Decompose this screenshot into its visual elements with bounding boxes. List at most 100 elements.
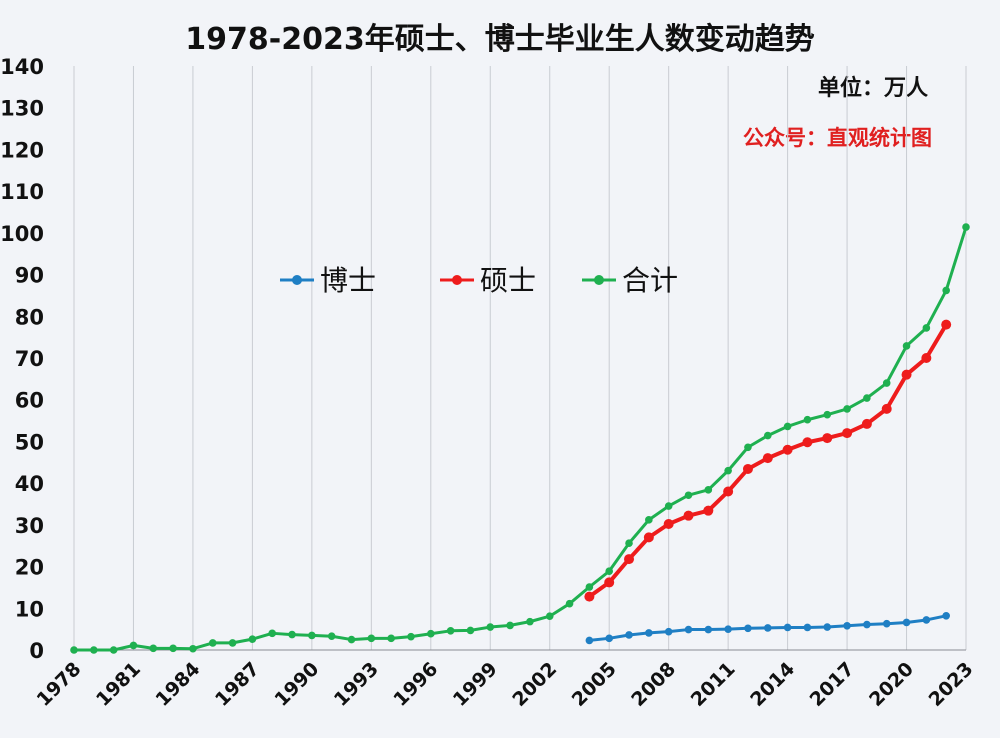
data-point xyxy=(842,428,853,439)
y-tick-label: 70 xyxy=(15,347,44,371)
data-point xyxy=(625,631,633,639)
data-point xyxy=(901,369,912,380)
data-point xyxy=(347,635,356,644)
data-point xyxy=(921,353,932,363)
legend-marker xyxy=(452,275,462,285)
legend-marker xyxy=(594,275,604,285)
data-point xyxy=(90,646,98,654)
data-point xyxy=(922,324,931,332)
data-point xyxy=(861,418,872,429)
data-point xyxy=(902,342,911,350)
data-point xyxy=(367,634,376,643)
data-point xyxy=(109,646,118,654)
data-point xyxy=(605,634,613,643)
x-tick-label: 1978 xyxy=(33,658,86,711)
data-point xyxy=(882,619,891,628)
legend-item-硕士: 硕士 xyxy=(440,264,536,297)
data-point xyxy=(782,444,793,455)
data-point xyxy=(664,502,673,510)
data-point xyxy=(783,422,792,431)
legend-marker xyxy=(292,275,302,285)
y-tick-label: 140 xyxy=(0,55,44,79)
gridlines xyxy=(73,66,967,651)
data-point xyxy=(803,415,812,424)
x-tick-label: 1987 xyxy=(211,658,264,711)
y-tick-label: 100 xyxy=(0,222,44,246)
data-point xyxy=(585,636,594,645)
data-point xyxy=(70,646,78,654)
data-point xyxy=(129,641,138,650)
data-point xyxy=(742,463,753,474)
data-point xyxy=(506,621,514,630)
legend-item-博士: 博士 xyxy=(280,264,376,297)
data-point xyxy=(446,627,455,635)
y-tick-label: 0 xyxy=(29,639,44,663)
series-硕士 xyxy=(584,319,952,602)
legend-item-合计: 合计 xyxy=(582,264,678,297)
data-point xyxy=(863,620,871,629)
y-tick-label: 90 xyxy=(15,264,44,288)
data-point xyxy=(268,629,277,638)
data-point xyxy=(684,491,693,500)
data-point xyxy=(604,577,615,588)
data-point xyxy=(427,629,435,638)
data-point xyxy=(486,623,495,631)
x-tick-label: 2020 xyxy=(865,658,918,711)
x-tick-label: 2008 xyxy=(627,658,680,711)
data-point xyxy=(723,486,734,497)
y-tick-label: 120 xyxy=(0,138,44,162)
data-point xyxy=(962,223,970,231)
data-point xyxy=(763,624,772,632)
data-point xyxy=(704,625,713,634)
series-group xyxy=(70,223,970,654)
x-tick-label: 1999 xyxy=(449,658,502,711)
y-tick-label: 60 xyxy=(15,389,44,413)
data-point xyxy=(783,623,792,632)
x-tick-label: 1981 xyxy=(92,658,145,711)
x-tick-label: 2023 xyxy=(925,658,978,711)
data-point xyxy=(228,639,237,647)
data-point xyxy=(189,644,197,653)
legend-label: 博士 xyxy=(320,264,376,297)
x-tick-label: 1993 xyxy=(330,658,383,711)
legend-label: 硕士 xyxy=(480,264,536,297)
data-point xyxy=(881,403,892,414)
data-point xyxy=(902,618,911,627)
data-point xyxy=(387,634,395,643)
source-label: 公众号：直观统计图 xyxy=(743,126,932,150)
x-tick-label: 2005 xyxy=(568,658,621,711)
data-point xyxy=(823,623,832,631)
series-line xyxy=(74,226,968,652)
y-tick-label: 80 xyxy=(15,305,44,329)
data-point xyxy=(703,505,714,516)
data-point xyxy=(624,554,635,565)
data-point xyxy=(823,410,832,419)
y-tick-label: 40 xyxy=(15,472,44,496)
x-tick-label: 2014 xyxy=(746,658,799,711)
data-point xyxy=(802,437,813,448)
y-tick-label: 50 xyxy=(15,430,44,454)
data-point xyxy=(843,405,851,413)
data-point xyxy=(762,453,773,464)
y-axis: 0 10 20 30 40 50 60 70 80 90 100 110 120 130 140 xyxy=(0,55,44,663)
data-point xyxy=(288,630,296,639)
data-point xyxy=(605,567,613,575)
x-tick-label: 1996 xyxy=(389,658,442,711)
series-博士 xyxy=(585,611,950,645)
x-tick-label: 1984 xyxy=(152,658,205,711)
data-point xyxy=(565,599,574,608)
data-point xyxy=(407,632,415,641)
data-point xyxy=(663,519,674,530)
data-point xyxy=(724,625,732,633)
x-tick-label: 1990 xyxy=(270,658,323,711)
data-point xyxy=(942,611,950,620)
data-point xyxy=(585,583,594,591)
data-point xyxy=(308,631,316,640)
data-point xyxy=(169,644,177,653)
data-point xyxy=(208,639,217,647)
data-point xyxy=(149,644,158,653)
unit-label: 单位：万人 xyxy=(817,76,928,101)
data-point xyxy=(803,623,812,632)
legend-label: 合计 xyxy=(622,264,678,297)
